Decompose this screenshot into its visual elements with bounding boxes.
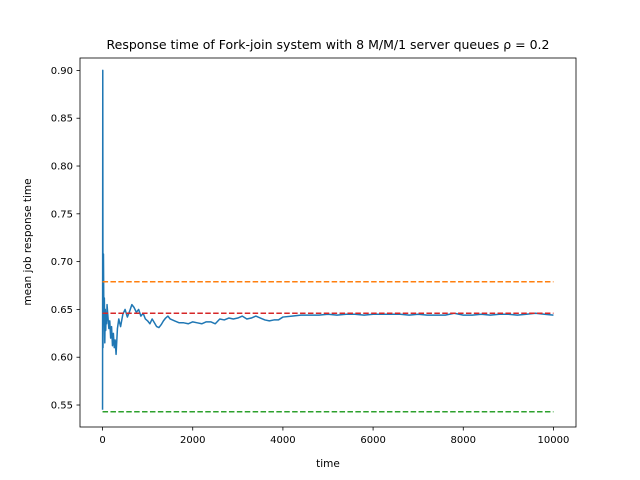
y-tick-label: 0.70 [51, 257, 73, 268]
y-tick-label: 0.75 [51, 209, 73, 220]
plot-area [101, 69, 554, 413]
x-tick-label: 0 [99, 435, 105, 446]
x-tick-label: 4000 [270, 435, 295, 446]
x-tick-label: 10000 [538, 435, 570, 446]
y-tick-label: 0.55 [51, 401, 73, 412]
y-tick-label: 0.65 [51, 305, 73, 316]
y-tick-label: 0.60 [51, 353, 73, 364]
y-tick-label: 0.80 [51, 162, 73, 173]
x-axis-label: time [316, 458, 340, 470]
axes-frame [79, 57, 577, 428]
x-tick-label: 8000 [451, 435, 476, 446]
y-tick-label: 0.85 [51, 114, 73, 125]
x-axis: 0 2000 4000 6000 8000 10000 [99, 427, 569, 446]
x-tick-label: 2000 [180, 435, 205, 446]
series-line-0 [101, 69, 554, 410]
chart-title: Response time of Fork-join system with 8… [107, 37, 550, 52]
y-tick-label: 0.90 [51, 66, 73, 77]
y-axis-label: mean job response time [22, 178, 34, 305]
x-tick-label: 6000 [360, 435, 385, 446]
y-axis: 0.55 0.60 0.65 0.70 0.75 0.80 0.85 0.90 [51, 66, 80, 412]
